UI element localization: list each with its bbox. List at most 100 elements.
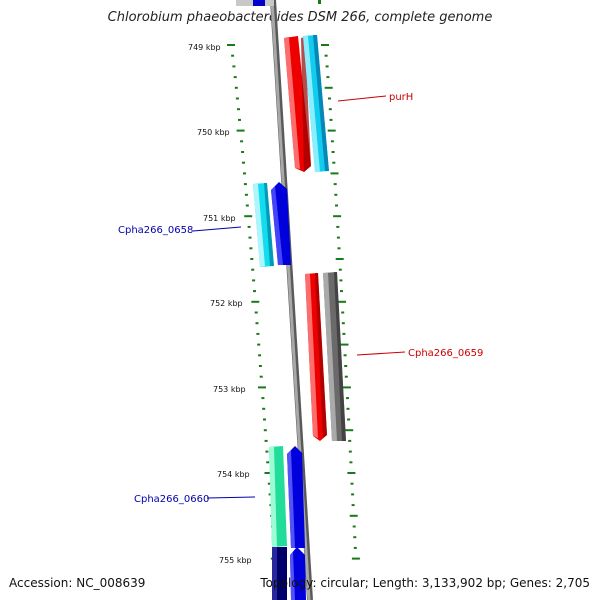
minor-tick <box>333 183 337 186</box>
minor-tick <box>247 225 251 228</box>
minor-tick <box>249 247 253 250</box>
minor-tick <box>267 482 271 485</box>
gene-Cpha266_0659[interactable] <box>305 273 327 441</box>
minor-tick <box>250 258 254 260</box>
minor-tick <box>329 118 333 121</box>
minor-tick <box>244 193 248 196</box>
minor-tick <box>341 311 345 314</box>
minor-tick <box>254 311 258 314</box>
minor-tick <box>233 76 237 79</box>
minor-tick <box>328 97 331 100</box>
minor-tick <box>241 151 245 153</box>
minor-tick <box>339 279 343 282</box>
gene-labels: purH Cpha266_0658 Cpha266_0659 Cpha266_0… <box>118 92 483 505</box>
minor-tick <box>335 204 338 207</box>
tick-label: 755 kbp <box>219 556 252 565</box>
minor-tick <box>350 482 354 485</box>
minor-tick <box>346 407 350 410</box>
minor-tick <box>349 461 353 464</box>
major-tick <box>349 514 358 517</box>
gene-label-Cpha266_0660[interactable]: Cpha266_0660 <box>134 494 209 505</box>
minor-tick <box>256 332 260 335</box>
minor-tick <box>251 268 255 271</box>
feature-top-partial <box>236 0 321 6</box>
minor-tick <box>353 536 357 539</box>
minor-tick <box>240 140 244 143</box>
major-tick <box>327 129 336 132</box>
minor-tick <box>231 54 235 57</box>
minor-tick <box>328 108 332 111</box>
minor-tick <box>336 225 340 228</box>
minor-tick <box>257 343 261 346</box>
minor-tick <box>337 247 341 250</box>
minor-tick <box>238 118 241 121</box>
gene-blue-bottom[interactable] <box>290 547 306 600</box>
major-tick <box>345 429 354 432</box>
major-tick <box>340 343 349 346</box>
minor-tick <box>232 65 236 68</box>
gene-blue-2[interactable] <box>287 446 305 548</box>
minor-tick <box>344 365 348 367</box>
minor-tick <box>265 450 269 453</box>
genome-title: Chlorobium phaeobacteroides DSM 266, com… <box>107 10 493 25</box>
gene-Cpha266_0658[interactable] <box>253 183 274 267</box>
tick-label: 754 kbp <box>217 470 250 479</box>
minor-tick <box>258 365 262 367</box>
gene-purH[interactable] <box>284 36 311 172</box>
minor-tick <box>266 461 270 464</box>
major-tick <box>330 172 339 175</box>
minor-tick <box>348 439 352 442</box>
tick-label: 750 kbp <box>197 128 230 137</box>
minor-tick <box>261 397 265 400</box>
gene-cyan-1[interactable] <box>303 35 329 172</box>
gene-gray-1[interactable] <box>323 272 346 441</box>
major-tick <box>347 472 356 474</box>
major-tick <box>258 386 266 389</box>
major-tick <box>264 472 273 474</box>
minor-tick <box>243 183 247 186</box>
minor-tick <box>342 332 346 335</box>
minor-tick <box>331 151 335 153</box>
tick-label: 753 kbp <box>213 385 246 394</box>
minor-tick <box>258 354 262 357</box>
minor-tick <box>343 354 347 357</box>
major-tick <box>251 300 260 303</box>
minor-tick <box>340 290 343 293</box>
minor-tick <box>334 193 338 196</box>
tick-label: 751 kbp <box>203 214 236 223</box>
minor-tick <box>332 161 336 164</box>
minor-tick <box>344 375 348 378</box>
accession-text: Accession: NC_008639 <box>9 576 146 590</box>
minor-tick <box>263 418 266 421</box>
major-tick <box>335 258 344 260</box>
gene-Cpha266_0660[interactable] <box>269 446 287 547</box>
gene-blue-1[interactable] <box>271 182 291 265</box>
minor-tick <box>237 108 240 111</box>
major-tick <box>338 300 347 303</box>
minor-tick <box>235 97 239 100</box>
minor-tick <box>252 279 256 282</box>
minor-tick <box>264 439 268 442</box>
major-tick <box>351 557 360 560</box>
tick-label: 752 kbp <box>210 299 243 308</box>
major-tick <box>324 86 333 89</box>
gene-label-purH[interactable]: purH <box>389 92 413 103</box>
major-tick <box>342 386 351 389</box>
major-tick <box>333 215 342 218</box>
inner-tick-track <box>227 44 279 560</box>
minor-tick <box>255 322 259 325</box>
gene-label-Cpha266_0658[interactable]: Cpha266_0658 <box>118 225 193 236</box>
minor-tick <box>268 493 272 496</box>
outer-tick-track <box>321 44 360 560</box>
tick-label: 749 kbp <box>188 43 221 52</box>
gene-label-Cpha266_0659[interactable]: Cpha266_0659 <box>408 348 483 359</box>
minor-tick <box>352 525 356 528</box>
minor-tick <box>245 204 249 207</box>
minor-tick <box>242 161 245 164</box>
minor-tick <box>259 375 263 378</box>
gene-dark-blue-bottom[interactable] <box>272 547 287 600</box>
minor-tick <box>346 397 349 400</box>
minor-tick <box>336 236 340 239</box>
minor-tick <box>347 418 351 421</box>
